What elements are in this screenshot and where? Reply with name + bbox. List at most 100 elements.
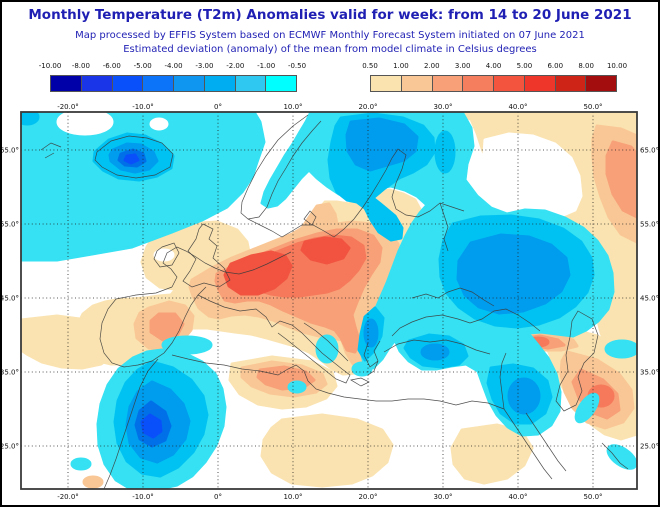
cold-lapland-2 xyxy=(345,117,419,172)
colorbar-positive-cells xyxy=(370,75,617,92)
lat-labels-left: 65.0° 55.0° 45.0° 35.0° 25.0° xyxy=(2,147,19,451)
lon-tick-label: -10.0° xyxy=(132,493,154,501)
warm-germany-core xyxy=(300,236,351,265)
lon-labels-top: -20.0° -10.0° 0° 10.0° 20.0° 30.0° 40.0°… xyxy=(57,103,602,111)
color-cell xyxy=(401,76,433,91)
lat-tick-label: 35.0° xyxy=(2,369,19,377)
tick-label: 1.00 xyxy=(393,62,409,70)
color-cell xyxy=(586,76,616,91)
coast-turkey-black-sea xyxy=(383,287,541,355)
coast-north-africa-levant xyxy=(103,352,507,489)
color-cell xyxy=(555,76,587,91)
cold-tunisia-spot xyxy=(287,380,307,394)
cold-middle-east-2 xyxy=(507,377,541,415)
tick-label: 0.50 xyxy=(362,62,378,70)
lon-tick-label: 0° xyxy=(214,493,222,501)
lat-tick-label: 55.0° xyxy=(640,221,659,229)
tick-label: -4.00 xyxy=(164,62,183,70)
lon-labels-bottom: -20.0° -10.0° 0° 10.0° 20.0° 30.0° 40.0°… xyxy=(57,493,602,501)
cold-morocco-4 xyxy=(140,413,163,439)
tick-label: 2.00 xyxy=(423,62,440,70)
lon-tick-label: -10.0° xyxy=(132,103,154,111)
lon-tick-label: 50.0° xyxy=(583,493,602,501)
lat-tick-label: 35.0° xyxy=(640,369,659,377)
cold-red-sea xyxy=(574,392,600,424)
color-cell xyxy=(174,76,205,91)
colorbar-positive-labels: 0.50 1.00 2.00 3.00 4.00 5.00 6.00 8.00 … xyxy=(362,62,627,73)
tick-label: -2.00 xyxy=(226,62,245,70)
neutral-atlantic-spot xyxy=(149,117,169,131)
tick-label: 6.00 xyxy=(547,62,564,70)
tick-label: -3.00 xyxy=(195,62,214,70)
warm-france-core xyxy=(223,250,293,296)
tick-label: -1.00 xyxy=(257,62,276,70)
anomaly-map: -20.0° -10.0° 0° 10.0° 20.0° 30.0° 40.0°… xyxy=(2,103,659,501)
map-canvas xyxy=(21,112,637,489)
color-cell xyxy=(494,76,525,91)
lat-tick-label: 45.0° xyxy=(2,295,19,303)
cold-greece-2 xyxy=(363,318,379,348)
colorbar-negative-labels: -10.00 -8.00 -6.00 -5.00 -4.00 -3.00 -2.… xyxy=(39,62,306,73)
neutral-northeast-wedge xyxy=(482,132,583,218)
neutral-atlantic-nw-spot xyxy=(56,112,114,136)
coast-red-sea-gulf xyxy=(503,408,629,480)
cold-persian-gulf xyxy=(606,444,637,470)
coast-caspian xyxy=(555,310,599,412)
cold-corner-spot xyxy=(21,112,40,126)
lon-tick-label: 40.0° xyxy=(508,493,527,501)
colorbar-positive: 0.50 1.00 2.00 3.00 4.00 5.00 6.00 8.00 … xyxy=(362,62,627,92)
cold-iceland-4 xyxy=(123,153,140,165)
lat-labels-right: 65.0° 55.0° 45.0° 35.0° 25.0° xyxy=(640,147,659,451)
lat-tick-label: 45.0° xyxy=(640,295,659,303)
coast-iceland xyxy=(94,135,174,179)
cold-turkey-2 xyxy=(420,343,450,361)
lat-tick-label: 55.0° xyxy=(2,221,19,229)
color-cell xyxy=(51,76,82,91)
cold-sicily-sea xyxy=(351,361,373,377)
lon-tick-label: 10.0° xyxy=(283,103,302,111)
lon-tick-label: 10.0° xyxy=(283,493,302,501)
lon-tick-label: 20.0° xyxy=(358,493,377,501)
coast-mediterranean-italy xyxy=(197,294,370,387)
tick-label: 5.00 xyxy=(516,62,533,70)
cold-canary-spot xyxy=(70,457,92,471)
tick-label: 4.00 xyxy=(485,62,502,70)
cold-north-atlantic xyxy=(21,112,266,262)
tick-label: -10.00 xyxy=(38,62,62,70)
color-cell xyxy=(204,76,236,91)
color-cell xyxy=(235,76,267,91)
page-title: Monthly Temperature (T2m) Anomalies vali… xyxy=(28,7,632,23)
lon-tick-label: 30.0° xyxy=(433,493,452,501)
lat-tick-label: 25.0° xyxy=(2,443,19,451)
colorbar-negative-cells xyxy=(50,75,297,92)
tick-label: 10.00 xyxy=(606,62,628,70)
anomaly-fields xyxy=(21,112,637,489)
color-cell xyxy=(112,76,144,91)
color-cell xyxy=(81,76,113,91)
coast-scandinavia-baltic xyxy=(240,114,465,252)
subtitle-description: Estimated deviation (anomaly) of the mea… xyxy=(123,44,537,55)
lat-tick-label: 65.0° xyxy=(640,147,659,155)
lon-tick-label: 0° xyxy=(214,103,222,111)
lon-tick-label: 50.0° xyxy=(583,103,602,111)
color-cell xyxy=(266,76,296,91)
tick-label: 3.00 xyxy=(454,62,471,70)
neutral-brittany-spot xyxy=(153,248,175,262)
lon-tick-label: 40.0° xyxy=(508,103,527,111)
color-cell xyxy=(143,76,174,91)
lat-tick-label: 25.0° xyxy=(640,443,659,451)
lon-tick-label: 30.0° xyxy=(433,103,452,111)
warm-sahara-libya xyxy=(260,413,394,488)
subtitle-processing: Map processed by EFFIS System based on E… xyxy=(75,30,585,41)
color-cell xyxy=(432,76,464,91)
cold-sardinia-sea xyxy=(315,334,339,364)
tick-label: 8.00 xyxy=(578,62,594,70)
lon-tick-label: -20.0° xyxy=(57,103,79,111)
coast-british-isles xyxy=(153,223,231,288)
tick-label: -5.00 xyxy=(133,62,152,70)
tick-label: -6.00 xyxy=(102,62,121,70)
warm-mauritania-spot xyxy=(82,475,104,489)
cold-east-mass-2 xyxy=(456,233,571,315)
color-cell xyxy=(371,76,402,91)
tick-label: -8.00 xyxy=(71,62,90,70)
